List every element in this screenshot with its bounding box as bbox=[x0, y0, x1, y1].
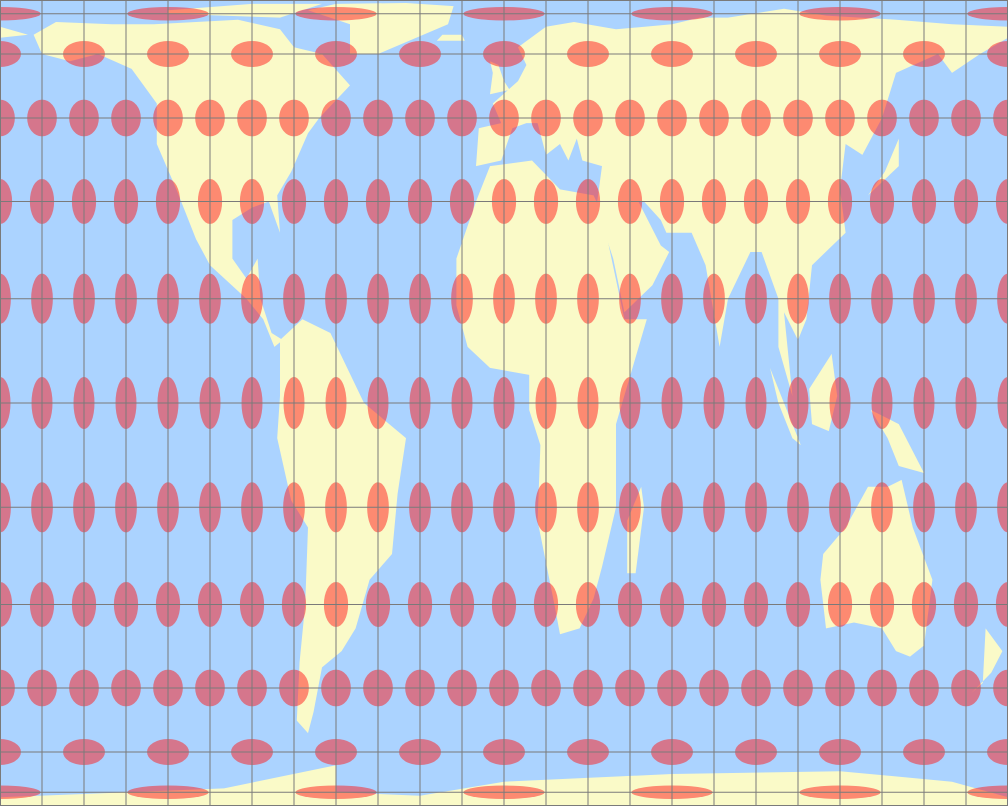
land-britain bbox=[490, 61, 510, 95]
land-chukotka bbox=[0, 26, 28, 38]
land-iceland bbox=[436, 34, 465, 41]
land-japan bbox=[868, 138, 899, 196]
land-north-america bbox=[33, 19, 350, 347]
land-new-zealand bbox=[971, 628, 1003, 693]
